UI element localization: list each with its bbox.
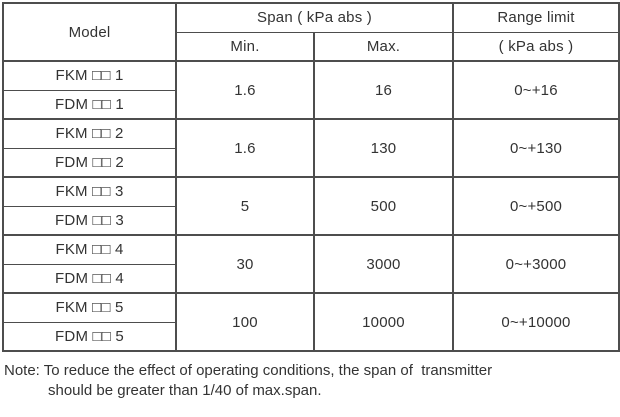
table-row: FKM □□ 5 100 10000 0~+10000 [2,292,620,352]
span-max-cell: 130 [313,118,454,178]
span-max-cell: 16 [313,60,454,120]
model-cell: FKM □□ 2 [2,118,177,149]
range-limit-cell: 0~+130 [452,118,620,178]
span-max-cell: 3000 [313,234,454,294]
footnote-line-1: Note: To reduce the effect of operating … [4,362,493,379]
table-row: FDM □□ 5 [2,321,619,352]
span-range-table: Model Span ( kPa abs ) Range limit Min. … [2,2,620,352]
span-min-cell: 100 [175,292,315,352]
table-row: FDM □□ 1 [2,89,619,120]
model-cell: FKM □□ 1 [2,60,177,91]
model-cell: FDM □□ 1 [2,89,177,120]
span-min-cell: 5 [175,176,315,236]
model-cell: FKM □□ 4 [2,234,177,265]
range-limit-cell: 0~+10000 [452,292,620,352]
table-row: FDM □□ 2 [2,147,619,178]
model-cell: FDM □□ 5 [2,321,177,352]
span-max-cell: 500 [313,176,454,236]
footnote: Note: To reduce the effect of operating … [4,361,616,402]
header-model: Model [2,2,177,62]
header-span-min: Min. [175,31,315,62]
table-row: FKM □□ 3 5 500 0~+500 [2,176,620,236]
range-limit-cell: 0~+500 [452,176,620,236]
table-row: FKM □□ 4 30 3000 0~+3000 [2,234,620,294]
header-span-max: Max. [313,31,454,62]
table-row: FDM □□ 4 [2,263,619,294]
spec-sheet: Model Span ( kPa abs ) Range limit Min. … [2,2,620,402]
header-row-2: Min. Max. ( kPa abs ) [3,31,620,62]
table-row: FKM □□ 1 1.6 16 0~+16 [2,60,620,120]
range-limit-cell: 0~+3000 [452,234,620,294]
model-cell: FDM □□ 2 [2,147,177,178]
header-range-limit: Range limit [452,2,620,33]
model-cell: FDM □□ 3 [2,205,177,236]
range-limit-cell: 0~+16 [452,60,620,120]
span-min-cell: 1.6 [175,60,315,120]
span-min-cell: 30 [175,234,315,294]
model-cell: FDM □□ 4 [2,263,177,294]
span-min-cell: 1.6 [175,118,315,178]
model-cell: FKM □□ 5 [2,292,177,323]
footnote-line-2: should be greater than 1/40 of max.span. [48,382,322,400]
header-row-1: Model Span ( kPa abs ) Range limit [2,2,620,62]
span-max-cell: 10000 [313,292,454,352]
table-row: FDM □□ 3 [2,205,619,236]
header-range-limit-unit: ( kPa abs ) [452,31,620,62]
header-span-group: Span ( kPa abs ) [175,2,454,33]
model-cell: FKM □□ 3 [2,176,177,207]
table-row: FKM □□ 2 1.6 130 0~+130 [2,118,620,178]
